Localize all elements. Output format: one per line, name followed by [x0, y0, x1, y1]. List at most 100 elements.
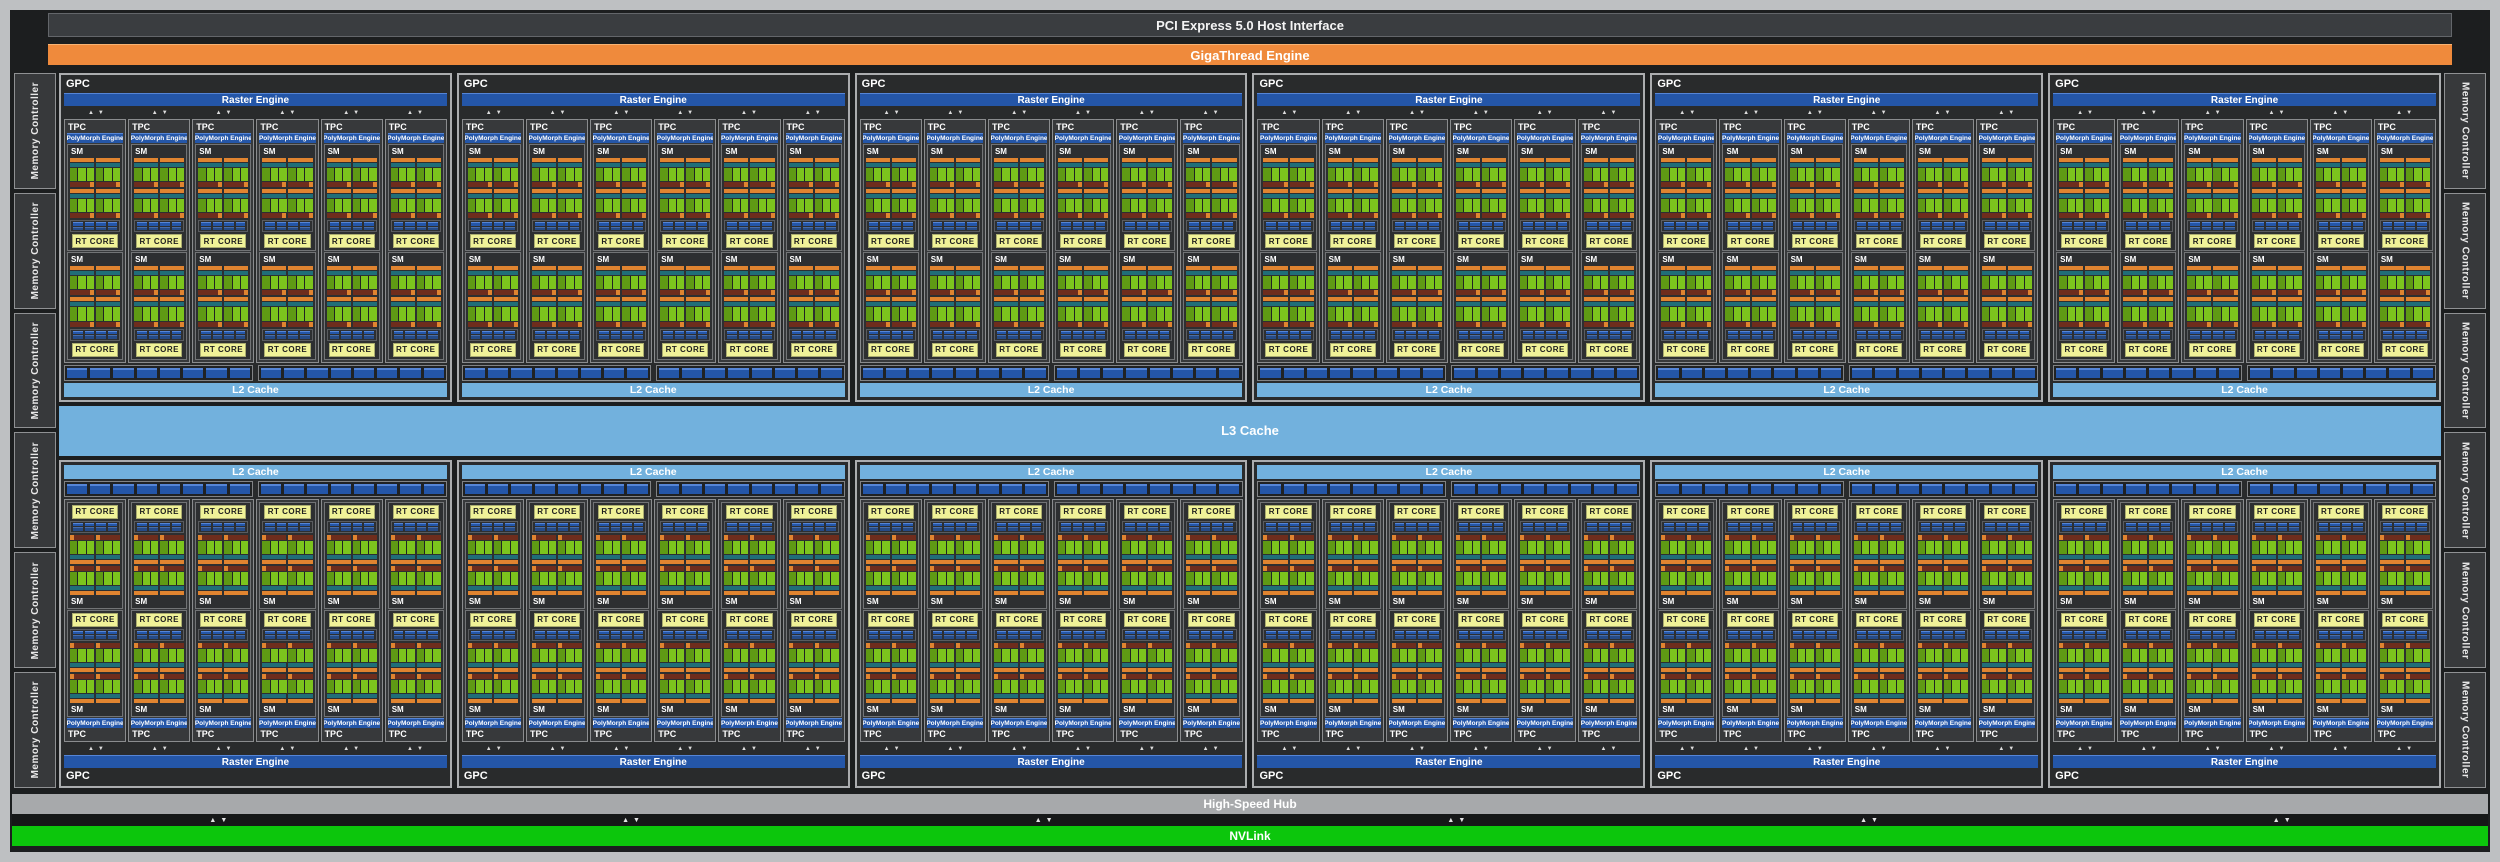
core-column: [1100, 307, 1109, 321]
core-array: [1353, 276, 1378, 290]
l2-slice: [2195, 367, 2216, 378]
red-bar: [352, 673, 377, 679]
red-bar: [198, 534, 223, 540]
up-arrow-icon: ▲: [1870, 109, 1877, 116]
sm-partition-grid: [467, 158, 518, 219]
teal-bar: [1546, 271, 1571, 276]
sm-dash: [1985, 226, 1995, 231]
core-column: [326, 199, 334, 213]
red-bar: [1327, 290, 1352, 296]
orange-square: [1707, 321, 1712, 327]
core-column: [566, 168, 574, 182]
red-bar: [865, 321, 890, 327]
orange-square: [1283, 182, 1288, 188]
core-column: [232, 648, 241, 662]
sm-dash-row: [1125, 330, 1170, 334]
raster-engine-bar: Raster Engine: [64, 93, 447, 106]
l2-slice: [1056, 367, 1077, 378]
down-arrow-icon: ▼: [2406, 109, 2413, 116]
core-column: [2396, 168, 2404, 182]
sm-label: SM: [1854, 147, 1867, 156]
core-column: [1982, 276, 1990, 290]
sm-dash-row: [1458, 222, 1504, 226]
rt-core-block: RT CORE: [726, 234, 773, 249]
core-array: [2059, 199, 2084, 213]
tpc-label: TPC: [786, 122, 805, 132]
l2-slice-group: [655, 364, 845, 381]
polymorph-engine-bar: PolyMorph Engine: [990, 133, 1048, 143]
sm-partition: [493, 158, 518, 188]
orange-bar: [2123, 189, 2148, 194]
core-column: [1669, 276, 1678, 290]
down-arrow-icon: ▼: [2087, 109, 2093, 116]
sm-dash: [1698, 222, 1709, 226]
down-arrow-icon: ▼: [97, 745, 104, 752]
red-bar: [1917, 321, 1942, 327]
core-column: [638, 276, 647, 290]
sm-dash: [546, 226, 557, 231]
core-column: [1362, 199, 1370, 213]
sm-dash: [1792, 226, 1803, 231]
tpc-label: TPC: [388, 122, 407, 132]
rt-core-block: RT CORE: [392, 342, 439, 357]
core-column: [1520, 168, 1528, 182]
sm-block: SM RT CORE: [323, 501, 380, 609]
sm-label: SM: [532, 596, 545, 606]
sm-partition: [1455, 158, 1480, 188]
sm-dash-row: [1792, 330, 1837, 334]
teal-bar: [1610, 271, 1635, 276]
sm-partition: [2277, 266, 2302, 296]
core-array: [1186, 168, 1211, 182]
teal-bar: [814, 163, 839, 167]
teal-bar: [160, 271, 185, 276]
core-column: [831, 168, 839, 182]
core-column: [2315, 307, 2324, 321]
teal-bar: [531, 694, 557, 698]
orange-bar: [1020, 189, 1045, 194]
sm-dash: [137, 226, 147, 231]
core-column: [2388, 276, 2396, 290]
sm-dash: [1868, 226, 1878, 231]
memory-controller: Memory Controller: [14, 552, 56, 669]
l2-slice-group: [1451, 364, 1641, 381]
sm-dash: [224, 222, 234, 226]
sm-dash-row: [2318, 330, 2363, 334]
teal-bar: [2187, 194, 2212, 199]
sm-dash: [1266, 222, 1277, 226]
core-column: [558, 168, 566, 182]
red-bar: [814, 182, 839, 188]
sm-block: SM RT CORE: [195, 252, 252, 360]
core-column: [767, 276, 775, 290]
core-column: [2332, 168, 2340, 182]
core-array: [1084, 168, 1109, 182]
red-bar: [1661, 182, 1686, 188]
tpc-arrow-cell: ▲ ▼: [923, 108, 987, 117]
orange-square: [154, 182, 159, 188]
teal-bar: [596, 194, 621, 199]
sm-label: SM: [468, 596, 481, 606]
sm-dash-grid: [326, 220, 377, 233]
core-column: [1888, 276, 1896, 290]
sm-partition: [1481, 158, 1507, 188]
sm-partition: [224, 266, 249, 296]
teal-bar: [1212, 194, 1237, 199]
sm-label: SM: [1392, 255, 1405, 265]
red-bar: [2315, 182, 2340, 188]
sm-dash: [470, 226, 481, 231]
core-column: [1998, 168, 2007, 182]
orange-bar: [390, 559, 415, 564]
core-array: [2341, 307, 2366, 321]
sm-dash: [2008, 330, 2018, 334]
sm-dash: [1266, 226, 1277, 231]
up-arrow-icon: ▲: [613, 745, 620, 752]
core-column: [2059, 276, 2067, 290]
teal-bar: [993, 194, 1018, 199]
sm-dash: [393, 335, 404, 339]
core-array: [1391, 307, 1416, 321]
sm-dash: [224, 330, 234, 334]
sm-block: SM RT CORE: [259, 501, 316, 609]
l2-slice: [1968, 367, 1989, 378]
orange-square: [552, 290, 557, 296]
core-array: [993, 307, 1019, 321]
sm-partition: [724, 189, 749, 219]
